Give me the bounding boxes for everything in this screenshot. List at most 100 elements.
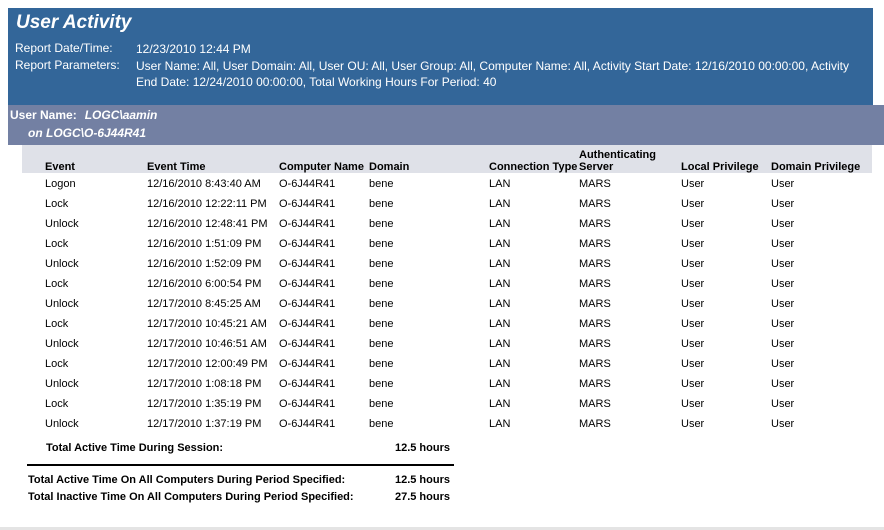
table-cell: User <box>681 378 705 390</box>
table-cell: User <box>681 178 705 190</box>
table-cell: User <box>771 358 795 370</box>
table-cell: O-6J44R41 <box>279 198 336 210</box>
session-total-label: Total Active Time During Session: <box>46 442 224 454</box>
table-cell: O-6J44R41 <box>279 358 336 370</box>
table-cell: User <box>771 238 795 250</box>
column-header: Event <box>45 161 75 173</box>
table-cell: Lock <box>45 398 69 410</box>
table-cell: Lock <box>45 318 69 330</box>
table-cell: User <box>681 258 705 270</box>
table-cell: 12/17/2010 10:45:21 AM <box>147 318 267 330</box>
footer-border <box>0 527 884 530</box>
table-cell: bene <box>369 218 394 230</box>
column-header: Computer Name <box>279 161 364 173</box>
table-cell: LAN <box>489 418 511 430</box>
table-cell: User <box>681 218 705 230</box>
column-header: Authenticating Server <box>579 149 656 173</box>
table-cell: User <box>771 198 795 210</box>
table-cell: User <box>681 298 705 310</box>
table-cell: 12/17/2010 1:35:19 PM <box>147 398 262 410</box>
table-cell: LAN <box>489 258 511 270</box>
table-cell: User <box>771 278 795 290</box>
table-cell: 12/17/2010 8:45:25 AM <box>147 298 261 310</box>
table-row: Logon 12/16/2010 8:43:40 AM O-6J44R41 bene L… <box>22 173 872 193</box>
table-row: Unlock 12/17/2010 1:08:18 PM O-6J44R41 bene… <box>22 373 872 393</box>
table-cell: MARS <box>579 338 611 350</box>
report-params-row: Report Parameters: User Name: All, User … <box>15 58 856 90</box>
table-cell: O-6J44R41 <box>279 398 336 410</box>
table-cell: User <box>681 418 705 430</box>
table-cell: LAN <box>489 298 511 310</box>
table-row: Unlock 12/17/2010 1:37:19 PM O-6J44R41 bene… <box>22 413 872 433</box>
table-cell: MARS <box>579 358 611 370</box>
table-cell: User <box>681 358 705 370</box>
table-cell: O-6J44R41 <box>279 318 336 330</box>
table-cell: MARS <box>579 318 611 330</box>
session-total: Total Active Time During Session: 12.5 h… <box>46 442 450 454</box>
table-cell: O-6J44R41 <box>279 378 336 390</box>
table-cell: Lock <box>45 358 69 370</box>
table-cell: bene <box>369 238 394 250</box>
table-cell: O-6J44R41 <box>279 258 336 270</box>
table-cell: Logon <box>45 178 76 190</box>
table-cell: LAN <box>489 318 511 330</box>
table-row: Lock 12/16/2010 6:00:54 PM O-6J44R41 bene LA… <box>22 273 872 293</box>
table-cell: User <box>681 318 705 330</box>
table-row: Lock 12/16/2010 1:51:09 PM O-6J44R41 bene LA… <box>22 233 872 253</box>
report-header: User Activity Report Date/Time: 12/23/20… <box>8 8 873 105</box>
table-cell: bene <box>369 358 394 370</box>
table-cell: Unlock <box>45 418 79 430</box>
table-cell: User <box>771 178 795 190</box>
table-cell: User <box>771 258 795 270</box>
table-cell: LAN <box>489 398 511 410</box>
table-cell: LAN <box>489 338 511 350</box>
table-cell: MARS <box>579 178 611 190</box>
table-row: Unlock 12/16/2010 1:52:09 PM O-6J44R41 bene… <box>22 253 872 273</box>
total-active-label: Total Active Time On All Computers Durin… <box>28 474 346 486</box>
table-cell: MARS <box>579 298 611 310</box>
table-cell: Lock <box>45 238 69 250</box>
table-cell: MARS <box>579 258 611 270</box>
table-cell: 12/17/2010 10:46:51 AM <box>147 338 267 350</box>
table-cell: Unlock <box>45 378 79 390</box>
table-cell: LAN <box>489 358 511 370</box>
table-cell: 12/17/2010 12:00:49 PM <box>147 358 268 370</box>
table-cell: MARS <box>579 278 611 290</box>
user-computer: on LOGC\O-6J44R41 <box>28 126 147 140</box>
table-cell: Unlock <box>45 258 79 270</box>
total-inactive-label: Total Inactive Time On All Computers Dur… <box>28 491 354 503</box>
table-cell: MARS <box>579 398 611 410</box>
table-cell: LAN <box>489 278 511 290</box>
table-cell: User <box>681 198 705 210</box>
table-cell: User <box>771 218 795 230</box>
activity-table-body: Logon 12/16/2010 8:43:40 AM O-6J44R41 bene L… <box>22 173 872 433</box>
table-row: Unlock 12/16/2010 12:48:41 PM O-6J44R41 ben… <box>22 213 872 233</box>
table-cell: 12/16/2010 12:22:11 PM <box>147 198 267 210</box>
table-cell: Unlock <box>45 298 79 310</box>
report-title: User Activity <box>16 12 132 33</box>
table-cell: User <box>771 418 795 430</box>
table-cell: LAN <box>489 378 511 390</box>
table-cell: O-6J44R41 <box>279 238 336 250</box>
table-row: Lock 12/17/2010 10:45:21 AM O-6J44R41 bene L… <box>22 313 872 333</box>
table-row: Lock 12/17/2010 1:35:19 PM O-6J44R41 bene LA… <box>22 393 872 413</box>
table-cell: 12/17/2010 1:08:18 PM <box>147 378 262 390</box>
table-cell: 12/16/2010 12:48:41 PM <box>147 218 268 230</box>
table-cell: O-6J44R41 <box>279 298 336 310</box>
report-datetime-value: 12/23/2010 12:44 PM <box>136 42 251 56</box>
table-cell: 12/16/2010 6:00:54 PM <box>147 278 262 290</box>
table-cell: O-6J44R41 <box>279 278 336 290</box>
table-cell: bene <box>369 378 394 390</box>
table-cell: MARS <box>579 418 611 430</box>
report-datetime-label: Report Date/Time: <box>15 41 113 55</box>
column-header: Local Privilege <box>681 161 759 173</box>
table-cell: User <box>771 338 795 350</box>
table-cell: bene <box>369 278 394 290</box>
column-header: Event Time <box>147 161 206 173</box>
user-name-label: User Name: <box>10 108 77 122</box>
table-cell: bene <box>369 298 394 310</box>
table-cell: MARS <box>579 238 611 250</box>
table-cell: O-6J44R41 <box>279 338 336 350</box>
table-cell: bene <box>369 258 394 270</box>
user-name-value: LOGC\aamin <box>84 108 158 122</box>
